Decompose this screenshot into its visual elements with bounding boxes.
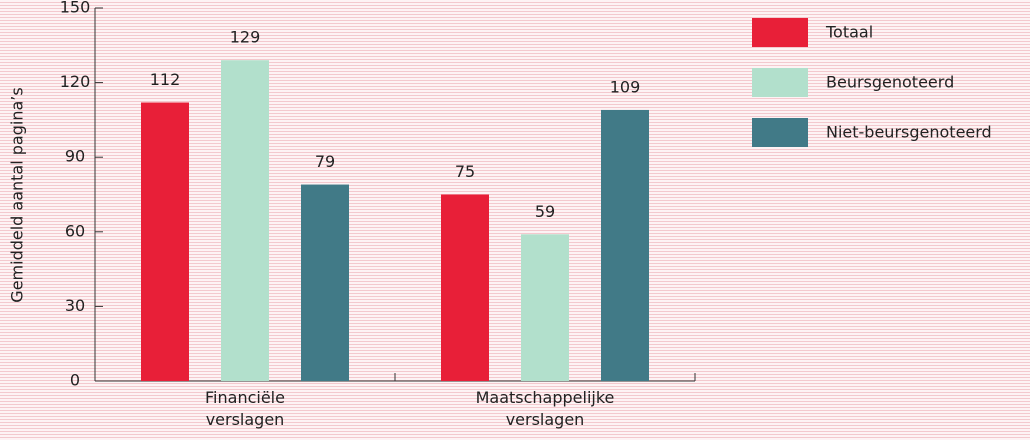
legend-label: Beursgenoteerd xyxy=(826,73,954,92)
bar xyxy=(141,102,189,381)
x-tick-label: Financiële verslagen xyxy=(205,388,285,429)
bar xyxy=(221,60,269,381)
value-label: 112 xyxy=(150,70,181,89)
bar xyxy=(441,194,489,381)
y-tick-label: 0 xyxy=(70,371,80,390)
y-tick-label: 90 xyxy=(65,147,85,166)
y-axis-label: Gemiddeld aantal pagina’s xyxy=(8,87,27,302)
legend-label: Totaal xyxy=(825,23,873,42)
value-label: 75 xyxy=(455,162,475,181)
bar xyxy=(601,109,649,381)
legend-swatch xyxy=(752,68,808,97)
x-tick-label: Maatschappelijke verslagen xyxy=(475,388,615,429)
value-label: 109 xyxy=(610,77,641,96)
legend-swatch xyxy=(752,18,808,47)
legend-label: Niet-beursgenoteerd xyxy=(826,123,992,142)
y-tick-label: 120 xyxy=(60,72,91,91)
y-tick-label: 150 xyxy=(60,0,91,17)
bar xyxy=(521,234,569,381)
y-tick-label: 30 xyxy=(65,296,85,315)
y-tick-label: 60 xyxy=(65,221,85,240)
legend-swatch xyxy=(752,118,808,147)
value-label: 129 xyxy=(230,28,261,47)
value-label: 59 xyxy=(535,202,555,221)
value-label: 79 xyxy=(315,152,335,171)
bar xyxy=(301,184,349,381)
